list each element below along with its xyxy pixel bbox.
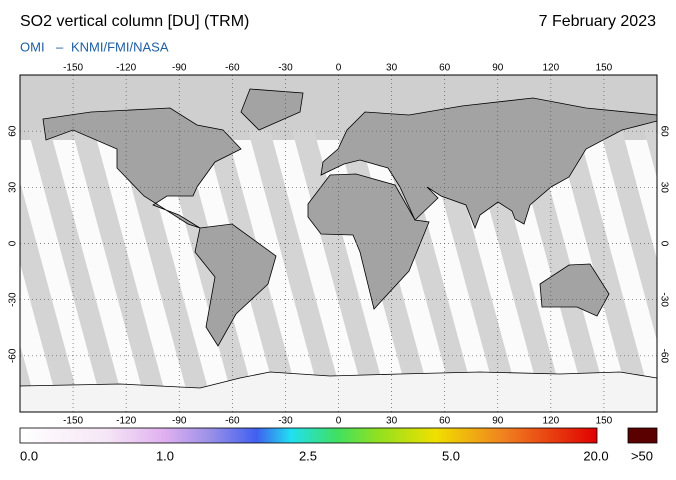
lon-tick-label: 0 bbox=[336, 63, 342, 74]
lon-tick-label: 30 bbox=[386, 416, 398, 427]
lat-tick-label: -30 bbox=[658, 292, 669, 307]
lat-tick-label: 0 bbox=[658, 241, 669, 247]
colorbar-label: 0.0 bbox=[20, 448, 38, 463]
swath bbox=[72, 130, 167, 400]
colorbar-overflow-label: >50 bbox=[631, 448, 653, 463]
date: 7 February 2023 bbox=[539, 13, 657, 30]
swath bbox=[248, 130, 343, 400]
lon-tick-label: 150 bbox=[596, 63, 613, 74]
colorbar bbox=[19, 427, 598, 444]
lon-tick-label: -60 bbox=[225, 416, 240, 427]
swath bbox=[556, 130, 651, 400]
lon-tick-label: -150 bbox=[63, 63, 83, 74]
lon-tick-label: 150 bbox=[596, 416, 613, 427]
swath bbox=[600, 130, 657, 341]
australia bbox=[539, 263, 610, 317]
source-right: KNMI/FMI/NASA bbox=[71, 39, 169, 54]
lon-tick-label: 120 bbox=[542, 63, 559, 74]
lon-tick-label: 120 bbox=[542, 416, 559, 427]
lat-tick-label: 0 bbox=[8, 240, 19, 246]
lat-tick-label: 30 bbox=[658, 182, 669, 194]
map-frame bbox=[19, 74, 658, 413]
lon-tick-label: 60 bbox=[439, 416, 451, 427]
north-america bbox=[42, 107, 242, 229]
lat-tick-label: 60 bbox=[658, 126, 669, 138]
lat-tick-label: -60 bbox=[8, 348, 19, 363]
swath bbox=[116, 130, 211, 400]
lon-tick-label: 0 bbox=[336, 416, 342, 427]
lon-tick-label: -30 bbox=[278, 416, 293, 427]
lat-tick-label: 60 bbox=[8, 125, 19, 137]
swath bbox=[380, 130, 475, 400]
swath bbox=[644, 130, 657, 179]
map-ticks: -150 -150 -120 -120 -90 -90 -60 -60 -30 -30 0 0 30 30… bbox=[8, 63, 670, 427]
colorbar-label: 2.5 bbox=[299, 448, 317, 463]
map bbox=[20, 75, 657, 412]
eurasia bbox=[320, 97, 657, 230]
swath bbox=[20, 181, 79, 400]
lon-tick-label: -120 bbox=[116, 416, 136, 427]
graticule bbox=[20, 75, 657, 412]
source-dash: – bbox=[56, 39, 64, 54]
swath bbox=[28, 130, 123, 400]
lat-tick-label: -30 bbox=[8, 292, 19, 307]
lat-tick-label: -60 bbox=[658, 349, 669, 364]
lon-tick-label: -30 bbox=[278, 63, 293, 74]
lon-tick-label: -120 bbox=[116, 63, 136, 74]
source-left: OMI bbox=[20, 39, 45, 54]
colorbar-label: 5.0 bbox=[442, 448, 460, 463]
lon-tick-label: -90 bbox=[172, 63, 187, 74]
title: SO2 vertical column [DU] (TRM) bbox=[20, 13, 249, 30]
lat-tick-label: 30 bbox=[8, 181, 19, 193]
greenland bbox=[240, 88, 304, 131]
lon-tick-label: -90 bbox=[172, 416, 187, 427]
colorbar-labels: 0.0 1.0 2.5 5.0 20.0 bbox=[20, 448, 609, 463]
lon-tick-label: 30 bbox=[386, 63, 398, 74]
colorbar-overflow bbox=[627, 427, 658, 444]
lon-tick-label: 60 bbox=[439, 63, 451, 74]
colorbar-label: 1.0 bbox=[156, 448, 174, 463]
lon-tick-label: -150 bbox=[63, 416, 83, 427]
lon-tick-label: 90 bbox=[492, 63, 504, 74]
south-america bbox=[194, 223, 277, 347]
lon-tick-label: -60 bbox=[225, 63, 240, 74]
lon-tick-label: 90 bbox=[492, 416, 504, 427]
colorbar-label: 20.0 bbox=[583, 448, 608, 463]
